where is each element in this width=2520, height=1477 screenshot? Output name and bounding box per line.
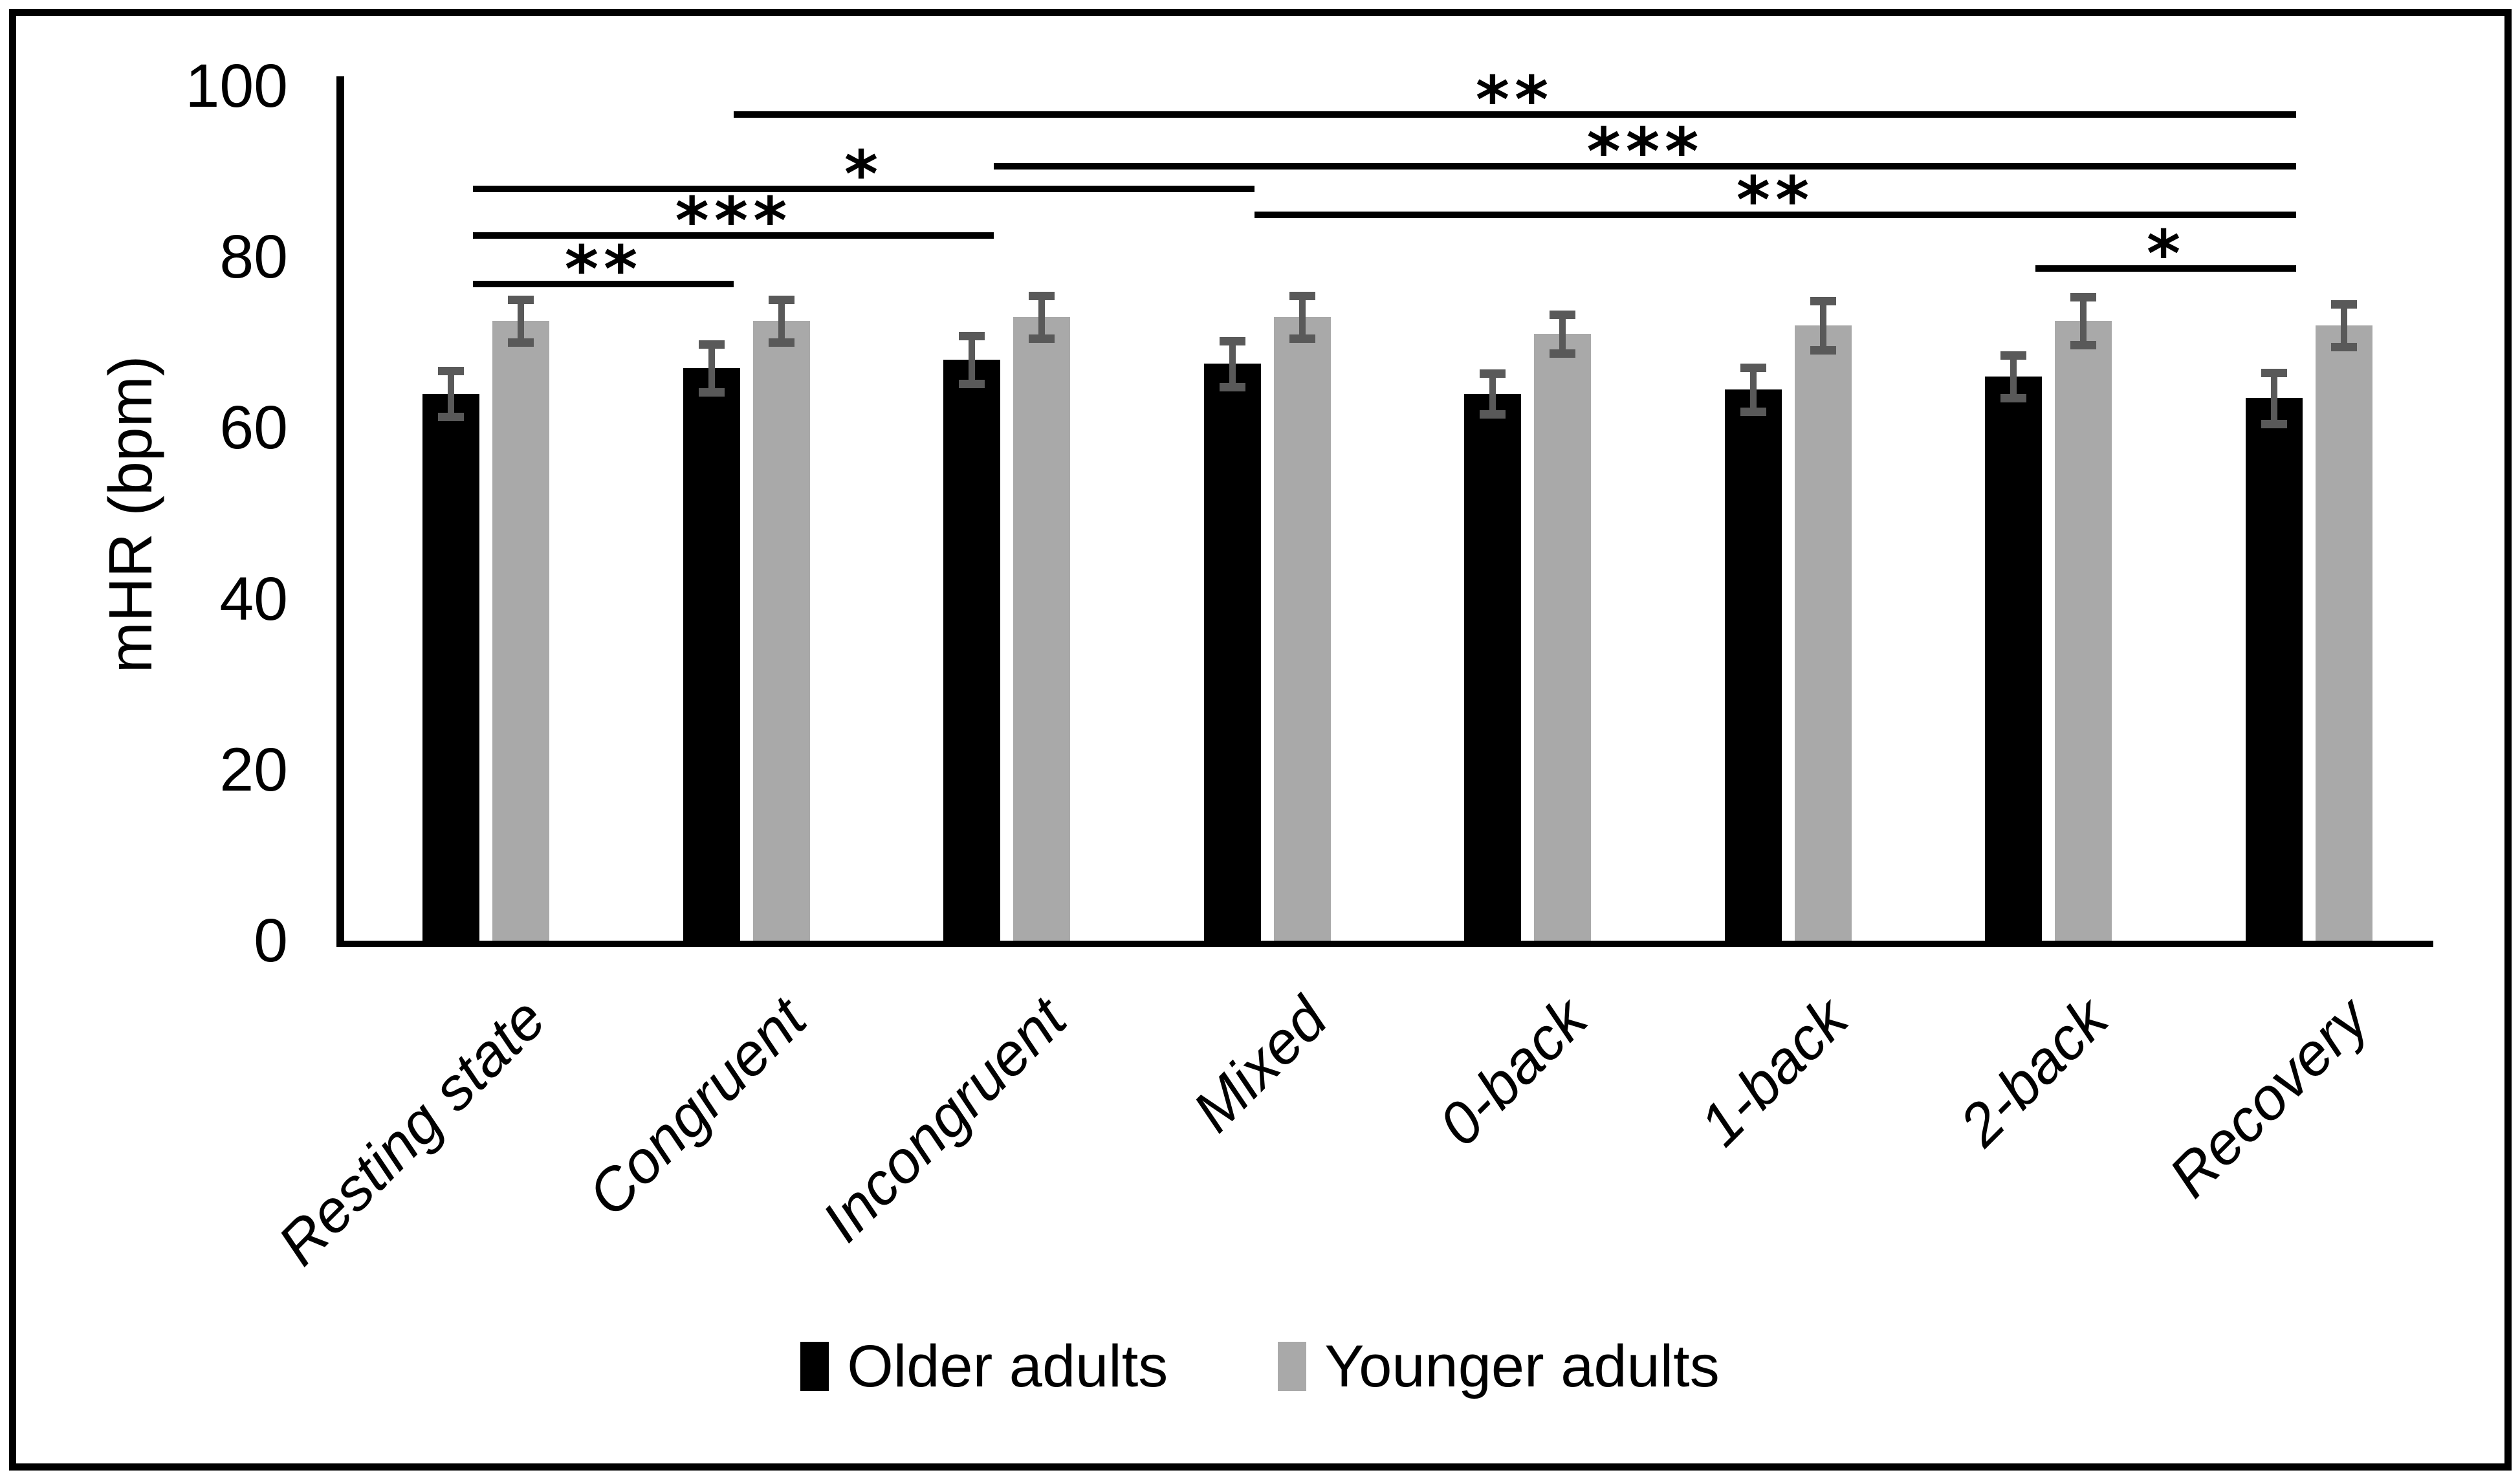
error-bar-whisker-older-adults-incongruent [969, 336, 975, 384]
error-bar-whisker-younger-adults-mixed [1299, 296, 1306, 338]
error-bar-cap-upper-older-adults-recovery [2261, 369, 2287, 377]
y-axis-line [336, 76, 344, 947]
legend-label-older-adults: Older adults [847, 1333, 1168, 1399]
legend-label-younger-adults: Younger adults [1324, 1333, 1720, 1399]
error-bar-cap-upper-older-adults-resting-state [438, 367, 464, 375]
error-bar-cap-lower-younger-adults-2-back [2070, 341, 2096, 349]
bar-older-adults-congruent [683, 368, 740, 941]
error-bar-cap-lower-younger-adults-0-back [1550, 349, 1575, 358]
significance-line-2-back-recovery [2035, 265, 2296, 272]
error-bar-cap-lower-older-adults-mixed [1220, 383, 1245, 391]
error-bar-cap-lower-older-adults-congruent [699, 388, 725, 397]
significance-line-mixed-recovery [1255, 212, 2296, 218]
error-bar-cap-lower-older-adults-recovery [2261, 420, 2287, 428]
error-bar-cap-upper-younger-adults-recovery [2331, 300, 2357, 309]
error-bar-cap-lower-older-adults-resting-state [438, 413, 464, 421]
error-bar-cap-lower-younger-adults-incongruent [1029, 334, 1055, 343]
y-tick-label-20: 20 [219, 736, 288, 804]
error-bar-cap-upper-older-adults-congruent [699, 340, 725, 349]
bar-younger-adults-1-back [1795, 325, 1852, 941]
y-tick-label-0: 0 [254, 906, 288, 975]
error-bar-cap-upper-younger-adults-congruent [769, 296, 794, 304]
bar-older-adults-resting-state [422, 394, 479, 941]
significance-line-resting-state-mixed [473, 186, 1255, 192]
significance-stars-resting-state-mixed: * [844, 137, 884, 212]
error-bar-whisker-younger-adults-2-back [2080, 297, 2087, 345]
error-bar-cap-upper-older-adults-1-back [1740, 364, 1766, 372]
significance-line-resting-state-congruent [473, 281, 734, 287]
bar-older-adults-incongruent [943, 360, 1000, 941]
error-bar-whisker-older-adults-1-back [1750, 367, 1757, 412]
bar-older-adults-recovery [2246, 398, 2303, 941]
legend-swatch-older-adults [800, 1342, 829, 1391]
bar-older-adults-0-back [1464, 394, 1521, 941]
error-bar-whisker-younger-adults-recovery [2341, 304, 2347, 347]
bar-younger-adults-resting-state [492, 321, 549, 941]
significance-line-congruent-recovery [734, 111, 2296, 118]
error-bar-whisker-younger-adults-resting-state [518, 300, 524, 342]
error-bar-whisker-younger-adults-1-back [1820, 301, 1826, 351]
legend-item-younger-adults: Younger adults [1278, 1333, 1720, 1399]
error-bar-whisker-younger-adults-congruent [778, 300, 785, 342]
error-bar-cap-upper-younger-adults-mixed [1289, 292, 1315, 300]
bar-older-adults-1-back [1725, 389, 1782, 941]
error-bar-cap-lower-younger-adults-resting-state [508, 338, 534, 347]
bar-younger-adults-congruent [753, 321, 810, 941]
error-bar-cap-lower-older-adults-0-back [1480, 410, 1506, 419]
error-bar-cap-upper-younger-adults-resting-state [508, 296, 534, 304]
error-bar-whisker-older-adults-2-back [2010, 355, 2017, 398]
error-bar-whisker-younger-adults-incongruent [1038, 296, 1045, 338]
error-bar-cap-lower-younger-adults-1-back [1810, 346, 1836, 355]
y-tick-label-60: 60 [219, 393, 288, 462]
error-bar-whisker-younger-adults-0-back [1559, 314, 1566, 354]
error-bar-cap-lower-younger-adults-congruent [769, 338, 794, 347]
error-bar-cap-lower-younger-adults-mixed [1289, 334, 1315, 343]
significance-line-resting-state-incongruent [473, 232, 994, 239]
error-bar-whisker-older-adults-0-back [1489, 373, 1496, 414]
error-bar-cap-upper-younger-adults-2-back [2070, 293, 2096, 301]
bar-older-adults-mixed [1204, 364, 1261, 941]
y-axis-title: mHR (bpm) [96, 355, 165, 673]
y-tick-label-40: 40 [219, 565, 288, 633]
error-bar-cap-lower-older-adults-incongruent [959, 380, 985, 388]
error-bar-cap-upper-older-adults-2-back [2000, 351, 2026, 360]
bar-younger-adults-incongruent [1013, 317, 1070, 941]
significance-stars-mixed-recovery: ** [1736, 162, 1815, 238]
error-bar-whisker-older-adults-congruent [708, 344, 715, 392]
y-tick-label-100: 100 [185, 52, 288, 120]
bar-older-adults-2-back [1985, 377, 2042, 941]
chart-legend: Older adults Younger adults [0, 1334, 2520, 1399]
significance-stars-incongruent-recovery: *** [1586, 114, 1704, 190]
error-bar-whisker-older-adults-recovery [2271, 373, 2277, 424]
x-axis-line [336, 941, 2433, 947]
error-bar-cap-upper-older-adults-incongruent [959, 332, 985, 340]
legend-item-older-adults: Older adults [800, 1334, 1168, 1399]
significance-stars-congruent-recovery: ** [1475, 62, 1554, 138]
error-bar-whisker-older-adults-resting-state [448, 371, 454, 417]
error-bar-cap-upper-older-adults-mixed [1220, 337, 1245, 345]
bar-younger-adults-recovery [2316, 325, 2372, 941]
error-bar-cap-lower-older-adults-2-back [2000, 394, 2026, 402]
error-bar-cap-lower-younger-adults-recovery [2331, 343, 2357, 351]
bar-younger-adults-0-back [1534, 334, 1591, 941]
bar-younger-adults-2-back [2055, 321, 2112, 941]
error-bar-cap-upper-younger-adults-incongruent [1029, 292, 1055, 300]
significance-stars-resting-state-congruent: ** [564, 232, 643, 307]
legend-swatch-younger-adults [1278, 1342, 1307, 1391]
figure-frame [9, 9, 2512, 1471]
significance-stars-2-back-recovery: * [2146, 216, 2186, 292]
error-bar-cap-lower-older-adults-1-back [1740, 408, 1766, 416]
y-tick-label-80: 80 [219, 223, 288, 291]
error-bar-cap-upper-younger-adults-1-back [1810, 297, 1836, 305]
error-bar-whisker-older-adults-mixed [1229, 341, 1236, 387]
error-bar-cap-upper-younger-adults-0-back [1550, 311, 1575, 319]
bar-younger-adults-mixed [1274, 317, 1331, 941]
significance-line-incongruent-recovery [994, 163, 2296, 170]
error-bar-cap-upper-older-adults-0-back [1480, 369, 1506, 378]
significance-stars-resting-state-incongruent: *** [675, 183, 793, 259]
